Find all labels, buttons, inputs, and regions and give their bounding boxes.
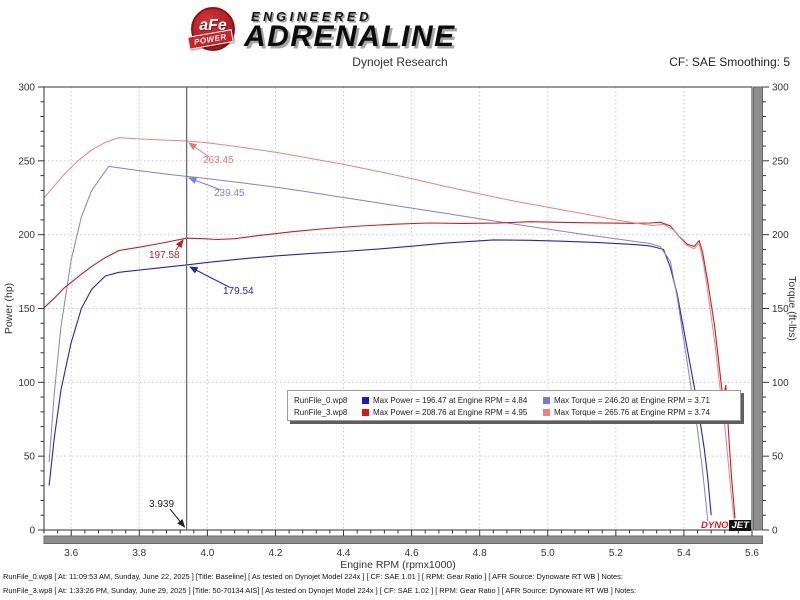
legend-row-runfile3: RunFile_3.wp8 Max Power = 208.76 at Engi… [294,406,740,418]
y-right-tick-label: 100 [772,378,789,389]
y-left-tick-label: 300 [18,83,35,94]
x-tick-label: 5.2 [609,548,623,559]
x-tick-label: 3.8 [132,548,146,559]
y-right-tick-label: 250 [772,156,789,167]
y-left-tick-label: 50 [24,452,36,463]
max-torque-stat-run0: Max Torque = 246.20 at Engine RPM = 3.71 [554,395,710,405]
x-tick-label: 4.0 [200,548,214,559]
annotation-arrow [188,142,210,158]
power-swatch-run3 [362,408,369,416]
y-left-tick-label: 0 [29,526,35,537]
power-swatch-run0 [362,396,369,404]
x-tick-label: 4.4 [337,548,351,559]
annotation-arrow [169,508,186,528]
engineered-wordmark: ENGINEERED [251,9,372,24]
torque-run0-cursor-value: 239.45 [214,188,245,199]
x-tick-label: 4.2 [269,548,283,559]
power-run3-cursor-value: 197.58 [149,250,180,261]
x-axis-title: Engine RPM (rpmx1000) [340,559,456,571]
y-right-axis-title: Torque (ft-lbs) [786,276,798,341]
y-left-tick-label: 100 [18,378,35,389]
y-left-axis-title: Power (hp) [3,283,15,334]
dynojet-watermark: DYNO JET [701,520,751,531]
annotation-arrow [175,239,184,251]
curve-runfile-0-torque-ft-lbs- [48,165,709,522]
legend-file-name: RunFile_3.wp8 [294,407,348,417]
y-right-tick-label: 50 [772,452,784,463]
torque-swatch-run0 [543,396,550,404]
legend-file-name: RunFile_0.wp8 [294,395,348,405]
curve-runfile-3-power-hp- [43,221,736,519]
y-right-tick-label: 300 [772,83,789,94]
chart-title: Dynojet Research [352,55,448,69]
y-right-tick-label: 200 [772,230,789,241]
x-tick-label: 5.0 [541,548,555,559]
plot-border [43,86,753,531]
correction-factor-label: CF: SAE Smoothing: 5 [669,55,790,69]
vertical-scrollbar[interactable] [753,86,763,531]
run-info-line-runfile0: RunFile_0.wp8 [ At: 11:09:53 AM, Sunday,… [3,572,623,581]
x-tick-label: 3.6 [64,548,78,559]
y-left-tick-label: 150 [18,304,35,315]
dynojet-watermark-dyno: DYNO [701,520,729,531]
x-tick-label: 4.8 [473,548,487,559]
cursor-rpm-value: 3.939 [149,499,175,510]
power-run0-cursor-value: 179.54 [223,286,254,297]
y-left-tick-label: 200 [18,230,35,241]
max-power-stat-run0: Max Power = 196.47 at Engine RPM = 4.84 [373,395,528,405]
dynojet-watermark-jet: JET [729,520,751,531]
annotation-arrow [188,177,222,191]
adrenaline-wordmark: ADRENALINE [244,20,456,53]
legend-box: RunFile_0.wp8 Max Power = 196.47 at Engi… [287,390,741,421]
max-torque-stat-run3: Max Torque = 265.76 at Engine RPM = 3.74 [554,407,710,417]
run-info-line-runfile3: RunFile_3.wp8 [ At: 1:33:26 PM, Sunday, … [3,586,637,595]
afe-logo-text: aFe [199,17,227,34]
curve-runfile-0-power-hp- [48,239,712,516]
x-tick-label: 5.6 [745,548,759,559]
curve-runfile-3-torque-ft-lbs- [43,137,735,522]
torque-swatch-run3 [543,408,550,416]
torque-run3-cursor-value: 263.45 [203,155,234,166]
y-right-tick-label: 150 [772,304,789,315]
horizontal-scrollbar[interactable] [43,535,763,544]
legend-row-runfile0: RunFile_0.wp8 Max Power = 196.47 at Engi… [294,394,740,406]
max-power-stat-run3: Max Power = 208.76 at Engine RPM = 4.95 [373,407,528,417]
y-right-tick-label: 0 [772,526,778,537]
y-left-tick-label: 250 [18,156,35,167]
annotation-arrow [189,266,230,288]
x-tick-label: 4.6 [405,548,419,559]
x-tick-label: 5.4 [677,548,691,559]
